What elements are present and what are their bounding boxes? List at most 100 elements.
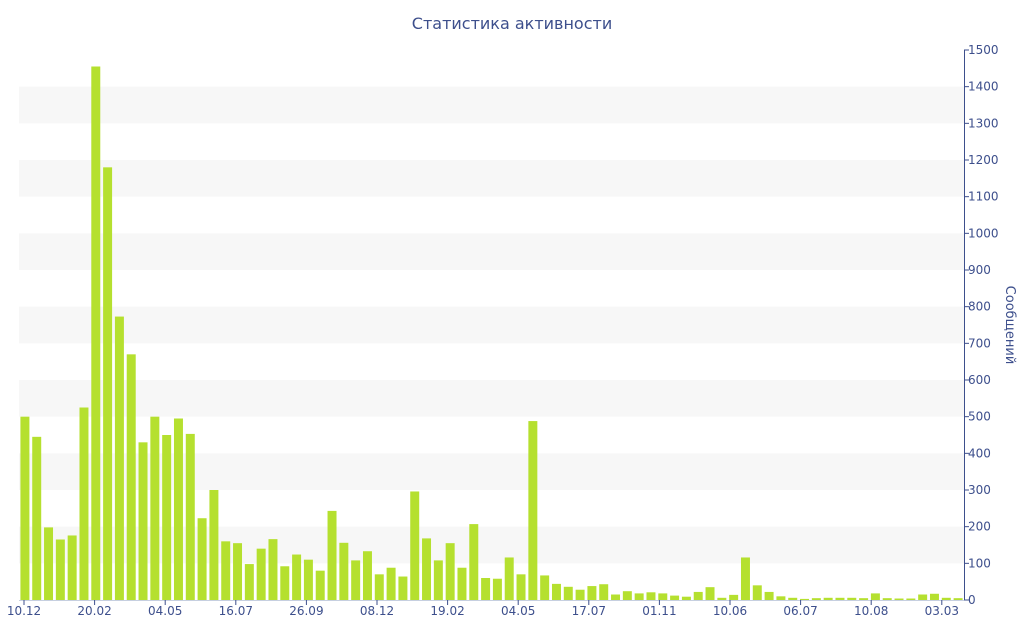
bar: [776, 596, 786, 600]
y-tick-label: 100: [968, 556, 991, 570]
grid-band: [19, 306, 964, 344]
bar: [445, 543, 455, 600]
bar: [292, 554, 302, 600]
grid-band: [19, 453, 964, 490]
y-tick-label: 1500: [968, 43, 999, 57]
bar: [114, 316, 124, 600]
bar: [622, 591, 632, 600]
grid-band: [19, 526, 964, 564]
bar: [303, 559, 313, 600]
bar: [315, 570, 325, 600]
bar: [788, 597, 798, 600]
x-tick-label: 10.12: [7, 604, 41, 618]
bar: [681, 596, 691, 600]
bar: [528, 421, 538, 600]
y-tick-label: 1000: [968, 226, 999, 240]
bar: [386, 567, 396, 600]
bar: [634, 593, 644, 600]
bar: [611, 594, 621, 600]
y-tick-label: 900: [968, 263, 991, 277]
bar: [740, 557, 750, 600]
y-tick-label: 0: [968, 593, 976, 607]
x-tick-label: 01.11: [642, 604, 676, 618]
bar: [233, 543, 243, 600]
bar: [410, 491, 420, 600]
bar: [327, 510, 337, 600]
bar: [339, 542, 349, 600]
bar: [894, 598, 904, 600]
bar: [906, 598, 916, 600]
bar-series: [20, 66, 963, 600]
bar: [79, 407, 89, 600]
grid-band: [19, 86, 964, 124]
bar: [847, 597, 857, 600]
bar: [575, 589, 585, 600]
y-tick-label: 1300: [968, 116, 999, 130]
grid-band: [19, 160, 964, 197]
bar: [670, 595, 680, 600]
y-tick-label: 1400: [968, 80, 999, 94]
y-axis-ticks: 0 100 200 300 400 500 600 700 800 900 1000 1100 1200…: [964, 43, 999, 607]
x-tick-label: 19.02: [430, 604, 464, 618]
bar: [32, 436, 42, 600]
bar: [67, 535, 77, 600]
bar: [398, 576, 408, 600]
bar: [599, 584, 609, 600]
bar: [693, 591, 703, 600]
bar: [173, 418, 183, 600]
bar: [422, 538, 432, 600]
bar: [197, 518, 207, 600]
bar: [504, 557, 514, 600]
x-tick-label: 20.02: [77, 604, 111, 618]
bar: [492, 578, 502, 600]
x-tick-label: 04.05: [501, 604, 535, 618]
y-tick-label: 300: [968, 483, 991, 497]
bar: [646, 592, 656, 600]
x-tick-label: 17.07: [572, 604, 606, 618]
bar: [929, 593, 939, 600]
bar: [351, 560, 361, 600]
bar: [551, 583, 561, 600]
grid-band: [19, 380, 964, 417]
x-tick-label: 10.08: [854, 604, 888, 618]
chart-title: Статистика активности: [411, 14, 613, 33]
bar: [433, 560, 443, 600]
x-tick-label: 10.06: [713, 604, 747, 618]
y-tick-label: 700: [968, 336, 991, 350]
y-axis-label: Сообщений: [1002, 286, 1017, 365]
bar: [729, 594, 739, 600]
bar: [953, 598, 963, 600]
bar: [859, 598, 869, 600]
bar: [705, 587, 715, 600]
bar: [941, 597, 951, 600]
bar: [103, 167, 113, 600]
y-tick-label: 800: [968, 300, 991, 314]
bar: [882, 598, 892, 600]
bar: [44, 527, 54, 600]
x-axis-ticks: 10.12 20.02 04.05 16.07 26.09 08.12 19.02 04.05…: [7, 600, 959, 618]
bar: [244, 564, 254, 600]
y-tick-label: 500: [968, 410, 991, 424]
bar: [209, 490, 219, 600]
bar: [20, 416, 30, 600]
bar: [481, 578, 491, 600]
bar: [658, 593, 668, 600]
bar: [540, 575, 550, 600]
bar: [469, 524, 479, 600]
bar: [280, 566, 290, 600]
bar: [150, 416, 160, 600]
bar: [717, 597, 727, 600]
x-tick-label: 26.09: [289, 604, 323, 618]
y-tick-label: 1100: [968, 190, 999, 204]
bar: [764, 591, 774, 600]
bar: [374, 574, 384, 600]
bar: [138, 442, 148, 600]
bar: [823, 597, 833, 600]
bar: [516, 574, 526, 600]
bar: [563, 586, 573, 600]
bar: [256, 548, 266, 600]
x-tick-label: 03.03: [925, 604, 959, 618]
bar: [835, 597, 845, 600]
